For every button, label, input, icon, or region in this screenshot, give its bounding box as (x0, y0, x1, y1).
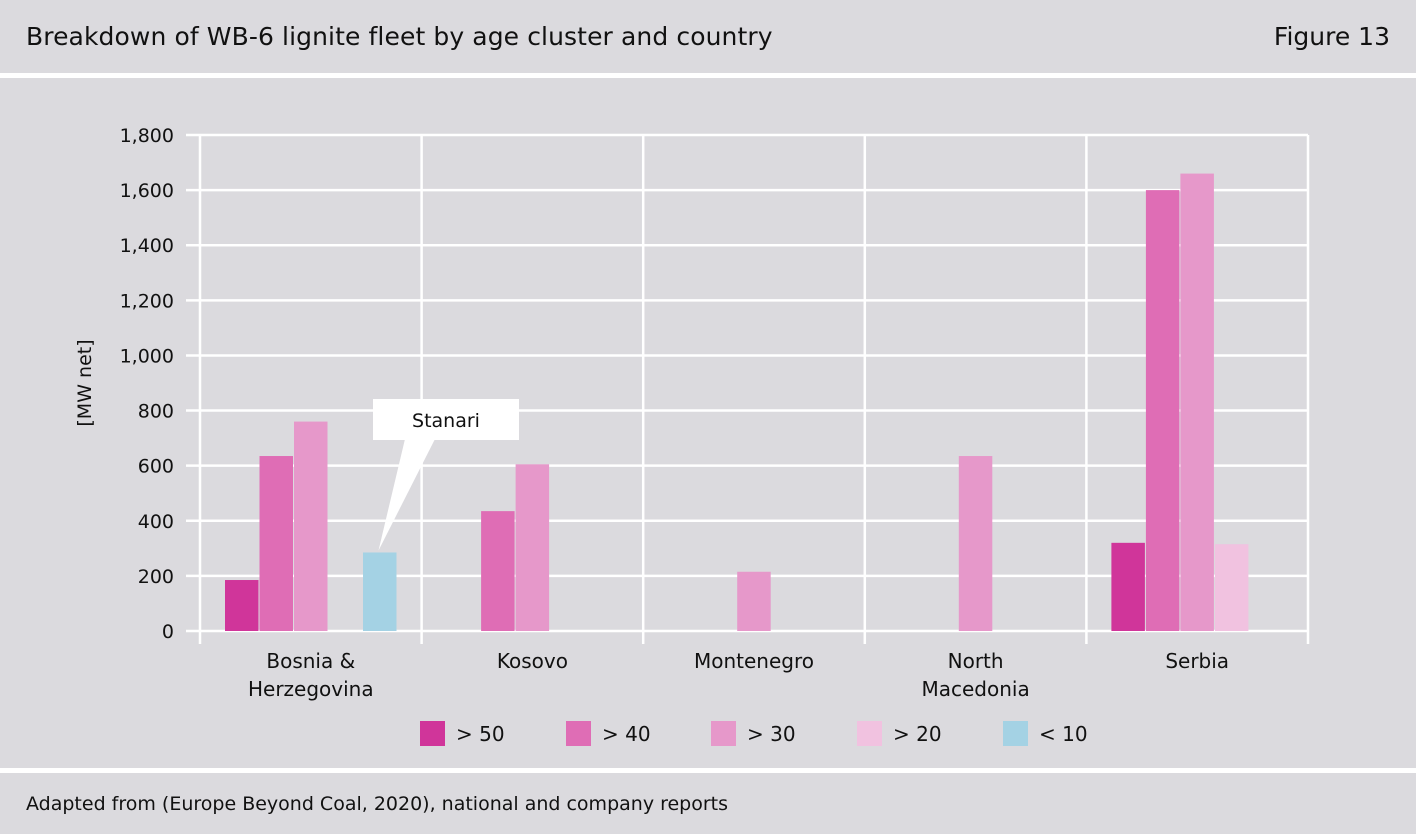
annotation-box (373, 399, 519, 440)
y-tick-label: 400 (138, 511, 174, 533)
bar (1111, 542, 1145, 631)
legend-label: > 40 (602, 722, 651, 746)
bar (294, 421, 328, 631)
y-tick-label: 1,200 (120, 290, 174, 312)
bar (259, 456, 293, 631)
x-category-label: Serbia (1165, 649, 1229, 673)
source-note: Adapted from (Europe Beyond Coal, 2020),… (26, 793, 729, 815)
annotation-label: Stanari (412, 410, 480, 432)
y-tick-label: 200 (138, 566, 174, 588)
annotation-pointer (378, 439, 435, 551)
bar (225, 580, 259, 631)
bar (1180, 173, 1214, 632)
legend-swatch (420, 721, 445, 746)
legend-label: < 10 (1039, 722, 1088, 746)
y-axis-label: [MW net] (74, 339, 96, 426)
y-tick-label: 1,000 (120, 345, 174, 367)
legend-label: > 50 (456, 722, 505, 746)
y-tick-label: 800 (138, 401, 174, 423)
y-tick-label: 1,800 (120, 125, 174, 147)
bar (958, 456, 993, 631)
legend-swatch (857, 721, 882, 746)
y-tick-label: 1,600 (120, 180, 174, 202)
x-category-label: Bosnia & Herzegovina (248, 649, 374, 701)
figure-header: Breakdown of WB-6 lignite fleet by age c… (0, 0, 1416, 74)
x-category-label: Kosovo (497, 649, 568, 673)
figure-number: Figure 13 (1273, 22, 1390, 51)
legend-label: > 30 (747, 722, 796, 746)
y-tick-label: 0 (162, 621, 174, 643)
y-tick-label: 600 (138, 456, 174, 478)
header-divider (0, 73, 1416, 78)
y-tick-label: 1,400 (120, 235, 174, 257)
bar (1214, 544, 1249, 631)
legend-swatch (711, 721, 736, 746)
legend-swatch (566, 721, 591, 746)
footer-divider (0, 768, 1416, 773)
bar (515, 464, 550, 631)
x-category-label: Montenegro (694, 649, 814, 673)
chart-title: Breakdown of WB-6 lignite fleet by age c… (26, 22, 773, 51)
legend-swatch (1003, 721, 1028, 746)
bar (363, 552, 397, 631)
bar (481, 511, 515, 631)
bar (737, 571, 771, 631)
bar (1145, 190, 1180, 631)
legend-label: > 20 (893, 722, 942, 746)
x-category-label: North Macedonia (921, 649, 1029, 701)
